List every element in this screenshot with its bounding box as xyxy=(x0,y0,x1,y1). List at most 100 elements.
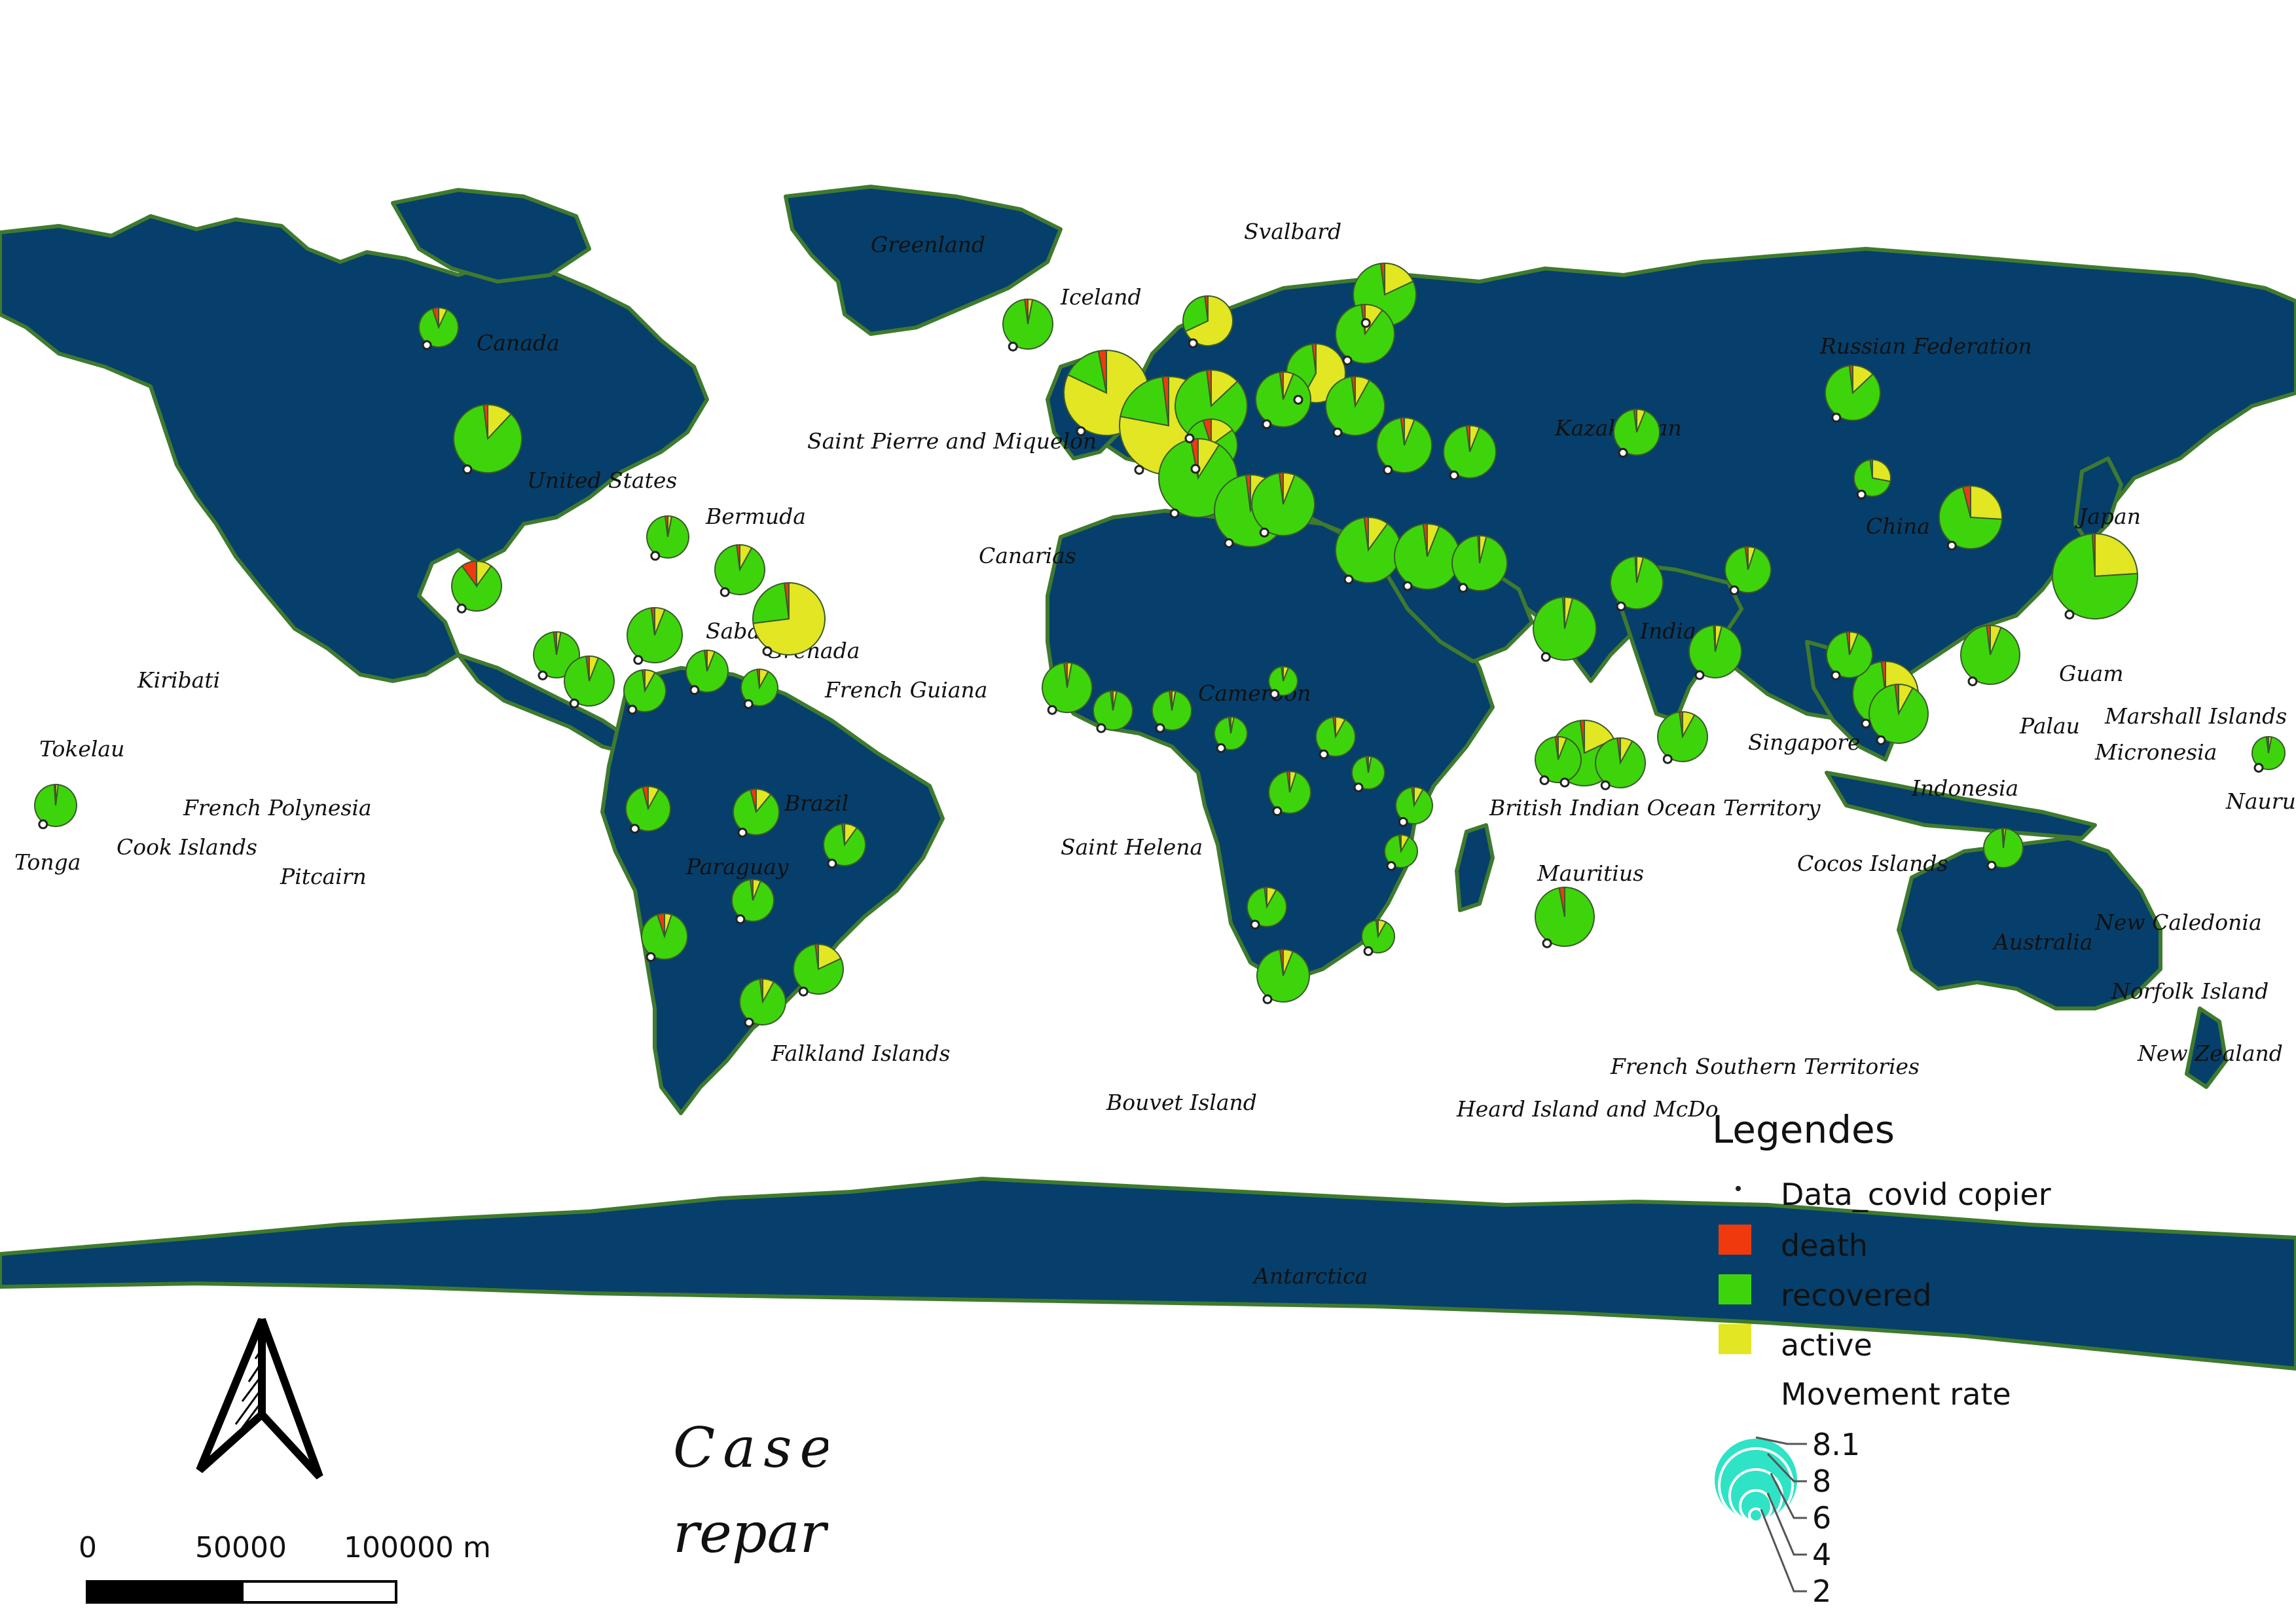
pie-slice-recovered xyxy=(1182,295,1209,333)
pie-slice-death xyxy=(1097,349,1107,394)
pie-slice-death xyxy=(1286,770,1290,793)
data-point-marker xyxy=(1216,743,1226,753)
pie-symbol xyxy=(752,581,826,655)
pie-symbol xyxy=(533,631,580,678)
data-point-marker xyxy=(1188,338,1198,348)
movement-leader-lines xyxy=(1755,1436,1807,1593)
pie-symbol xyxy=(1376,416,1432,473)
pie-slice-death xyxy=(1713,624,1716,652)
pie-slice-recovered xyxy=(623,669,666,712)
pie-slice-recovered xyxy=(1315,716,1356,757)
landmass-greenland xyxy=(784,185,1063,336)
data-point-marker xyxy=(650,551,661,561)
north-arrow-icon xyxy=(196,1318,323,1480)
label-russian-federation: Russian Federation xyxy=(1819,333,2032,359)
pie-symbol xyxy=(714,544,766,595)
pie-slice-recovered xyxy=(1002,299,1053,350)
pie-slice-death xyxy=(1332,716,1336,737)
pie-slice-death xyxy=(53,783,56,806)
pie-slice-death xyxy=(461,560,477,589)
label-french-polynesia: French Polynesia xyxy=(183,795,372,821)
label-singapore: Singapore xyxy=(1748,729,1861,755)
data-point-marker xyxy=(1343,574,1354,585)
pie-slice-recovered xyxy=(625,786,671,832)
label-biot: British Indian Ocean Territory xyxy=(1489,795,1821,821)
pie-slice-active xyxy=(1384,262,1414,296)
label-united-states: United States xyxy=(527,468,677,493)
movement-value-6: 6 xyxy=(1812,1500,1831,1536)
data-point-marker xyxy=(1008,341,1018,352)
data-point-marker xyxy=(627,705,638,715)
data-point-marker xyxy=(538,671,548,680)
data-point-marker xyxy=(569,698,579,709)
pie-symbol xyxy=(1960,624,2020,685)
pie-symbol xyxy=(1443,424,1497,479)
pie-symbol xyxy=(453,403,522,473)
pie-slice-death xyxy=(1169,690,1173,711)
pie-slice-death xyxy=(1846,631,1850,655)
label-antarctica: Antarctica xyxy=(1252,1263,1368,1289)
pie-slice-recovered xyxy=(1535,736,1582,783)
pie-slice-recovered xyxy=(1376,417,1432,473)
pie-slice-death xyxy=(1311,342,1317,374)
pie-symbol xyxy=(1395,786,1433,824)
legend-item-death: death xyxy=(1781,1228,1868,1263)
landmass-madagascar xyxy=(1455,823,1495,912)
legend-item-points: Data_covid copier xyxy=(1781,1177,2051,1212)
pie-slice-death xyxy=(1398,834,1402,852)
pie-slice-recovered xyxy=(1657,711,1709,762)
pie-symbol xyxy=(1152,690,1192,731)
label-svalbard: Svalbard xyxy=(1244,219,1341,244)
data-points-layer xyxy=(38,318,2264,1027)
pie-slice-recovered xyxy=(1093,690,1133,731)
pie-slice-death xyxy=(1279,371,1284,400)
pie-slice-recovered xyxy=(564,655,615,707)
pie-slice-recovered xyxy=(1724,546,1772,593)
label-norfolk-island: Norfolk Island xyxy=(2111,978,2269,1004)
data-point-marker xyxy=(1342,356,1353,365)
pie-slice-recovered xyxy=(739,978,786,1025)
pie-symbol xyxy=(1825,364,1882,421)
pie-slice-recovered xyxy=(733,788,780,836)
pie-symbol xyxy=(625,785,671,832)
pie-symbol xyxy=(1247,886,1287,927)
pie-symbol xyxy=(740,668,778,707)
pie-slice-death xyxy=(2265,735,2269,754)
pie-slice-recovered xyxy=(823,823,866,866)
pie-slice-death xyxy=(1365,755,1369,773)
pie-symbol xyxy=(1335,516,1402,583)
data-point-marker xyxy=(743,699,754,709)
pie-symbol xyxy=(2251,735,2286,770)
data-point-marker xyxy=(720,587,730,597)
data-point-marker xyxy=(762,646,773,656)
pie-slice-recovered xyxy=(1443,425,1497,479)
pie-slice-recovered xyxy=(646,515,689,559)
data-point-marker xyxy=(1694,670,1705,680)
pie-slice-recovered xyxy=(2052,533,2138,619)
label-nauru: Nauru xyxy=(2225,788,2296,814)
pie-slice-recovered xyxy=(740,669,778,707)
pie-symbol xyxy=(1042,661,1093,713)
pie-symbol xyxy=(1315,716,1356,757)
pie-symbol xyxy=(793,943,844,995)
pie-symbol xyxy=(1613,408,1660,456)
legend: Legendes Data_covid copier death recover… xyxy=(1712,1107,2051,1609)
pie-slice-death xyxy=(749,878,754,901)
legend-item-active: active xyxy=(1781,1327,1872,1363)
pie-symbol xyxy=(1251,471,1315,536)
pie-slice-death xyxy=(1554,735,1559,760)
pie-slice-recovered xyxy=(1066,350,1108,394)
movement-circle-2 xyxy=(1748,1507,1764,1523)
data-point-marker xyxy=(735,914,746,925)
data-point-marker xyxy=(456,603,467,614)
data-point-marker xyxy=(1155,723,1165,733)
pie-symbol xyxy=(1535,735,1582,783)
data-point-marker xyxy=(2064,610,2075,619)
data-point-marker xyxy=(422,340,432,350)
data-point-marker xyxy=(1831,413,1842,423)
pie-symbols-layer xyxy=(34,262,2286,1025)
pie-slice-death xyxy=(1245,473,1251,511)
pie-symbol xyxy=(1361,919,1395,953)
pie-symbol xyxy=(733,788,780,836)
data-point-marker xyxy=(1076,426,1086,436)
